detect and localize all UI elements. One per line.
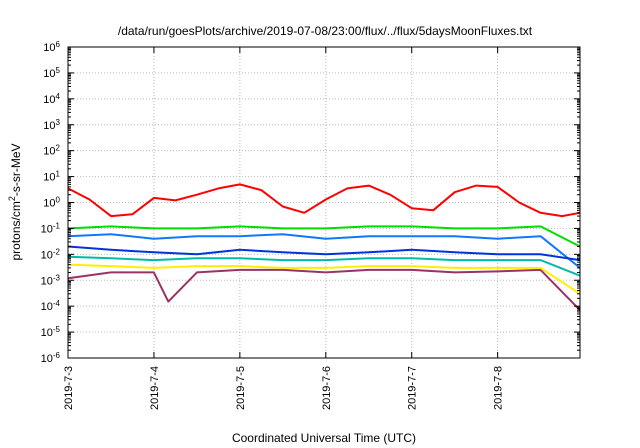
y-tick-label: 104	[43, 91, 60, 106]
y-axis: 10-6 10-5 10-4 10-3 10-2 10-1 100 101 102 103 104 1…	[41, 40, 580, 366]
y-tick-label: 10-5	[41, 325, 61, 340]
x-axis-label: Coordinated Universal Time (UTC)	[232, 431, 416, 445]
y-tick-label: 103	[43, 117, 60, 132]
series-line	[67, 268, 581, 311]
y-axis-label: protons/cm2-s-sr-MeV	[7, 143, 23, 260]
y-tick-label: 10-1	[41, 221, 61, 236]
y-tick-label: 10-4	[41, 299, 61, 314]
y-tick-label: 101	[43, 169, 60, 184]
y-tick-label: 10-6	[41, 351, 61, 366]
chart-title: /data/run/goesPlots/archive/2019-07-08/2…	[118, 24, 533, 38]
x-tick-label: 2019-7-7	[407, 366, 419, 410]
series-line	[67, 233, 581, 269]
series-line	[67, 263, 581, 295]
x-tick-label: 2019-7-8	[493, 366, 505, 410]
grid-lines	[68, 47, 580, 358]
x-axis: 2019-7-3 2019-7-4 2019-7-5 2019-7-6 2019-7-7…	[63, 47, 505, 410]
series-line	[67, 245, 581, 262]
series-line	[67, 183, 581, 218]
y-tick-label: 105	[43, 65, 60, 80]
y-tick-label: 10-2	[41, 247, 61, 262]
x-tick-label: 2019-7-6	[321, 366, 333, 410]
x-tick-label: 2019-7-4	[149, 366, 161, 410]
series-group	[67, 183, 581, 311]
x-tick-label: 2019-7-5	[235, 366, 247, 410]
y-tick-label: 100	[43, 195, 60, 210]
x-tick-label: 2019-7-3	[63, 366, 75, 410]
y-tick-label: 102	[43, 143, 60, 158]
series-line	[67, 225, 581, 248]
y-tick-label: 106	[43, 40, 60, 55]
series-line	[67, 255, 581, 277]
y-tick-label: 10-3	[41, 273, 61, 288]
